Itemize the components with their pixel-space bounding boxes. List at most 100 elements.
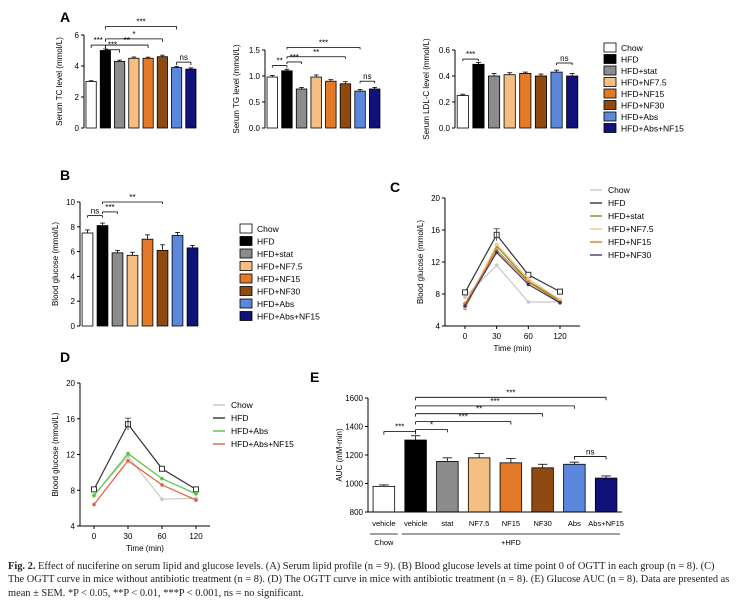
y-axis-label: Blood glucose (mmol/L) <box>416 220 425 304</box>
bar <box>171 67 183 129</box>
legend-label: HFD+Abs <box>621 112 658 122</box>
bar <box>372 485 396 513</box>
y-tick-label: 20 <box>66 379 75 388</box>
legend-swatch <box>603 111 617 122</box>
y-tick-label: 0.0 <box>249 124 261 133</box>
significance-label: *** <box>459 413 468 422</box>
legend-swatch <box>603 100 617 110</box>
y-tick-label: 2 <box>75 93 80 102</box>
x-tick-label: 0 <box>463 332 468 341</box>
data-point <box>194 498 198 502</box>
y-tick-label: 1200 <box>345 451 363 460</box>
panel-label-d: D <box>60 349 70 365</box>
data-point <box>462 289 468 296</box>
bar <box>96 225 109 327</box>
significance-label: *** <box>490 397 499 406</box>
y-tick-label: 16 <box>431 226 440 235</box>
data-point <box>194 492 198 496</box>
bar <box>369 88 381 129</box>
legend-swatch <box>239 236 253 246</box>
y-tick-label: 4 <box>75 62 80 71</box>
x-tick-label: Abs+NF15 <box>588 519 624 528</box>
bar <box>114 60 126 129</box>
x-tick-label: 0 <box>92 532 97 541</box>
legend-label: HFD+NF7.5 <box>608 224 654 234</box>
bar <box>550 71 563 129</box>
bar <box>295 88 308 129</box>
figure-caption: Fig. 2. Effect of nuciferine on serum li… <box>8 560 730 600</box>
data-point <box>159 465 165 472</box>
x-tick-label: vehicle <box>372 519 395 528</box>
legend-label: HFD+Abs <box>257 299 294 309</box>
y-axis-label: Blood glucose (mmol/L) <box>51 222 60 306</box>
bar <box>503 74 516 129</box>
data-point <box>494 242 499 247</box>
y-tick-label: 800 <box>350 508 364 517</box>
data-point <box>557 288 563 295</box>
significance-label: *** <box>319 38 328 47</box>
y-tick-label: 0 <box>71 322 76 331</box>
data-point <box>463 295 467 300</box>
series-line <box>464 264 560 303</box>
data-point <box>160 476 164 481</box>
y-tick-label: 4 <box>436 322 441 331</box>
x-axis-label: Time (min) <box>126 544 164 553</box>
bar <box>171 235 184 327</box>
bar <box>128 57 140 129</box>
legend-swatch <box>239 298 253 309</box>
bar <box>81 232 94 327</box>
legend-label: HFD+NF15 <box>621 89 664 99</box>
significance-label: *** <box>136 17 145 26</box>
series-line <box>93 422 197 490</box>
legend-swatch <box>239 311 253 321</box>
significance-label: ** <box>124 36 130 45</box>
significance-label: ** <box>129 193 135 202</box>
bar <box>310 76 322 129</box>
y-tick-label: 1.0 <box>249 72 261 81</box>
series-line <box>93 459 197 505</box>
series-line <box>464 249 561 304</box>
x-tick-label: NF15 <box>502 519 520 528</box>
bar <box>99 50 111 129</box>
legend-label: HFD+NF30 <box>608 250 651 260</box>
significance-label: *** <box>290 53 299 62</box>
y-tick-label: 0.0 <box>439 124 451 133</box>
y-tick-label: 8 <box>71 486 76 495</box>
significance-label: *** <box>105 203 114 212</box>
significance-label: ns <box>180 53 188 62</box>
y-tick-label: 0.2 <box>439 98 451 107</box>
y-tick-label: 0.6 <box>439 46 451 55</box>
bar <box>281 70 293 129</box>
legend-label: HFD+Abs+NF15 <box>257 312 320 322</box>
significance-label: ns <box>586 447 594 456</box>
data-point <box>91 486 97 493</box>
bar <box>563 463 586 513</box>
bar <box>185 68 197 129</box>
data-point <box>126 451 130 456</box>
y-tick-label: 6 <box>71 248 76 257</box>
legend-label: HFD+NF7.5 <box>621 78 667 88</box>
y-tick-label: 0.5 <box>249 98 261 107</box>
significance-label: * <box>132 30 135 39</box>
bar <box>111 252 124 327</box>
significance-label: ** <box>476 405 482 414</box>
legend-label: HFD+stat <box>608 211 645 221</box>
legend-label: HFD+stat <box>257 249 294 259</box>
legend-swatch <box>239 286 253 296</box>
significance-label: ns <box>560 54 568 63</box>
significance-label: *** <box>506 388 515 397</box>
bar <box>594 477 618 513</box>
bar <box>156 249 169 327</box>
significance-label: ns <box>91 207 99 216</box>
y-tick-label: 1.5 <box>249 46 261 55</box>
y-axis-label: Serum TC level (mmol/L) <box>55 37 64 126</box>
data-point <box>494 250 499 255</box>
significance-label: *** <box>94 36 103 45</box>
data-point <box>193 486 199 493</box>
data-point <box>92 502 96 507</box>
